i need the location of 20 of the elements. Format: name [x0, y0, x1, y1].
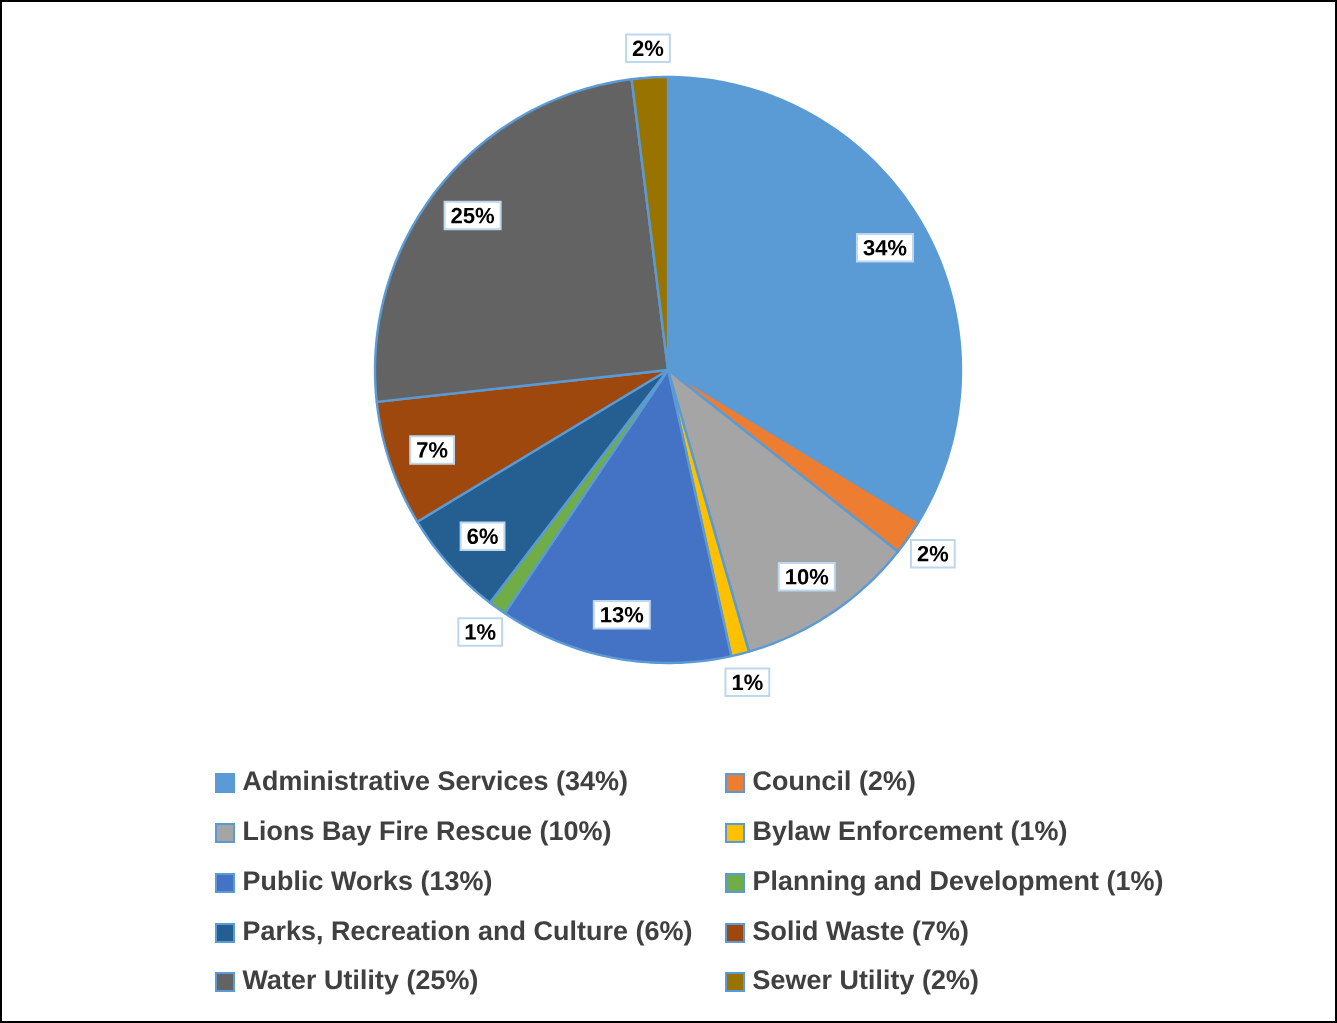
legend-label: Council (2%): [753, 770, 915, 796]
legend-label: Solid Waste (7%): [753, 920, 968, 946]
legend-label: Water Utility (25%): [242, 969, 478, 995]
data-label: 2%: [632, 40, 664, 57]
legend-label: Public Works (13%): [244, 870, 492, 896]
legend-label: Bylaw Enforcement (1%): [754, 820, 1067, 846]
legend-label: Planning and Development (1%): [754, 870, 1163, 896]
legend-label: Administrative Services (34%): [243, 770, 627, 796]
legend-label: Sewer Utility (2%): [753, 969, 978, 995]
legend-label: Lions Bay Fire Rescue (10%): [244, 820, 611, 846]
data-label: 6%: [467, 528, 498, 545]
data-label: 13%: [601, 606, 644, 623]
data-label: 1%: [465, 624, 496, 640]
data-label: 34%: [863, 239, 907, 256]
data-label: 10%: [786, 569, 829, 585]
data-label: 7%: [417, 442, 448, 458]
data-label: 25%: [451, 207, 495, 224]
data-label: 1%: [732, 674, 763, 691]
legend-label: Parks, Recreation and Culture (6%): [244, 920, 692, 946]
data-label: 2%: [917, 545, 949, 562]
